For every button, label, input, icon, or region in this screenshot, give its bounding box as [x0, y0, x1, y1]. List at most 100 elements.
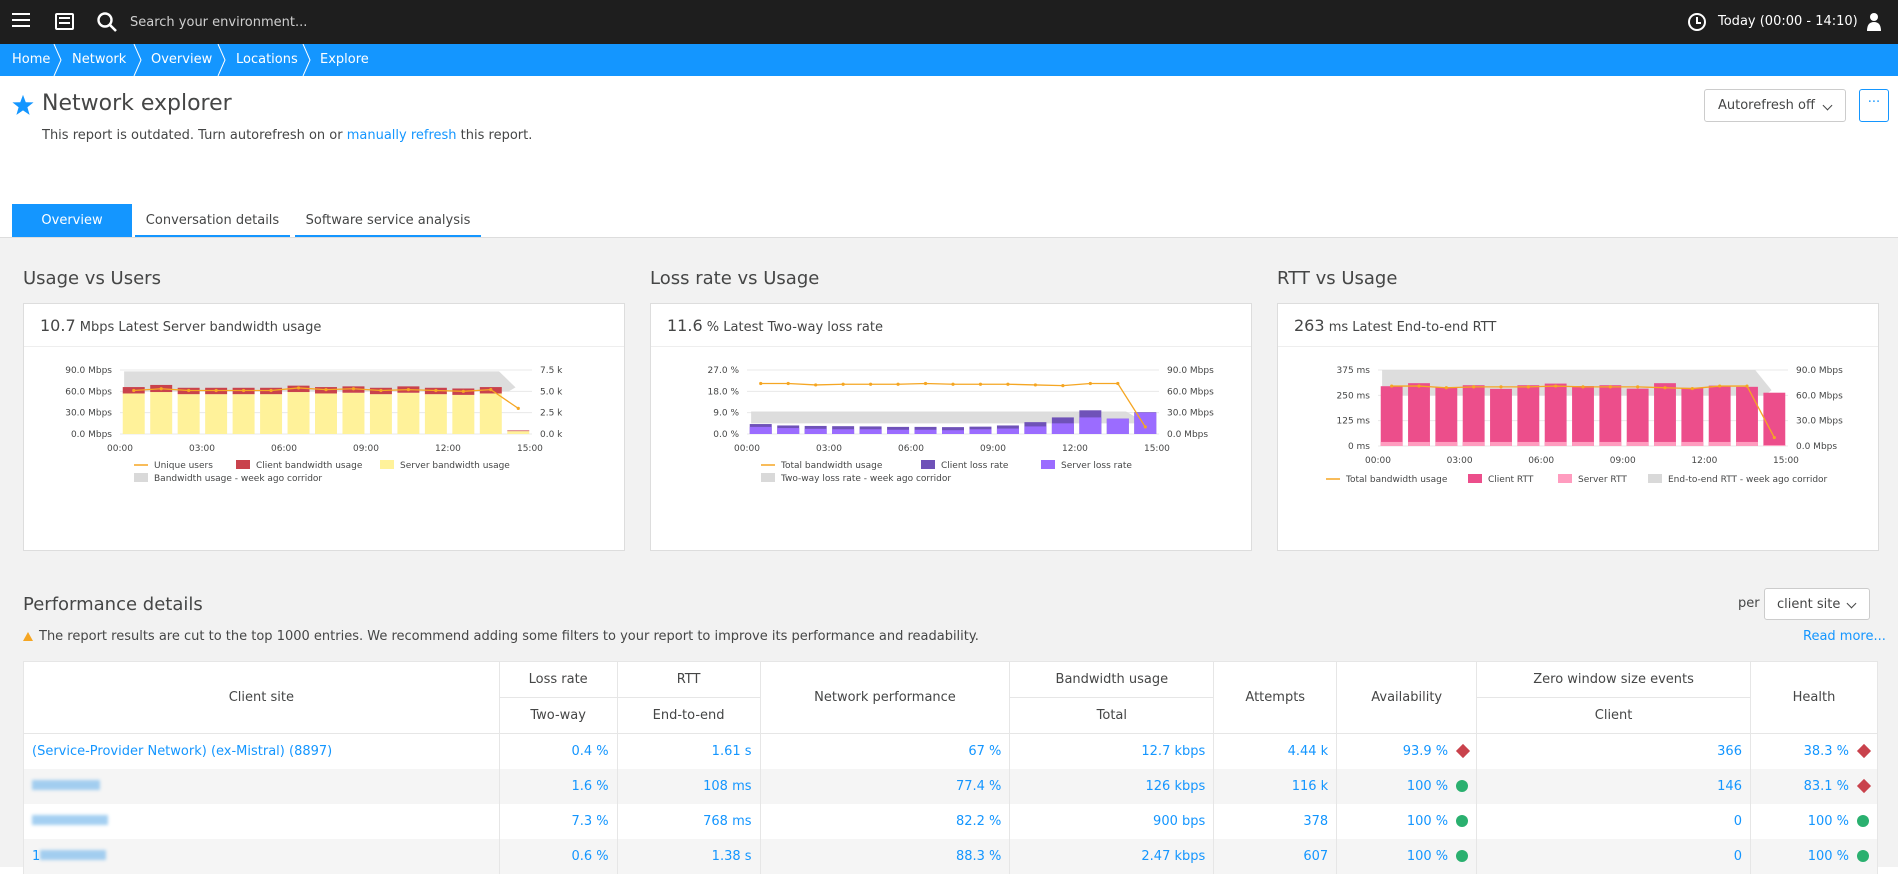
redacted-site-name — [32, 779, 100, 790]
metric-value: 263 — [1294, 316, 1325, 335]
loss-rate-cell[interactable]: 7.3 % — [498, 803, 618, 839]
column-header-attempts[interactable]: Attempts — [1213, 661, 1338, 734]
y2-tick-label: 60.0 Mbps — [1796, 391, 1843, 401]
table-row[interactable]: 1 0.6 % 1.38 s 88.3 % 2.47 kbps 607 100 … — [23, 838, 1879, 874]
attempts-cell[interactable]: 607 — [1213, 838, 1338, 874]
column-subheader-two-way[interactable]: Two-way — [498, 697, 618, 734]
column-header-rtt[interactable]: RTT — [616, 661, 761, 698]
group-by-dropdown[interactable]: client site — [1764, 588, 1870, 620]
network-performance-cell[interactable]: 77.4 % — [759, 768, 1011, 804]
bar-client-rtt — [1462, 385, 1485, 446]
health-cell[interactable]: 38.3 % — [1749, 733, 1879, 769]
column-header-availability[interactable]: Availability — [1336, 661, 1478, 734]
bandwidth-cell[interactable]: 900 bps — [1009, 803, 1215, 839]
x-tick-label: 03:00 — [1447, 456, 1473, 466]
more-options-button[interactable]: ··· — [1859, 89, 1889, 122]
rtt-vs-usage-chart[interactable]: 375 ms 250 ms 125 ms 0 ms 90.0 Mbps 60.0 Mbps… — [1278, 348, 1878, 550]
client-site-link[interactable] — [23, 768, 500, 804]
rtt-cell[interactable]: 768 ms — [616, 803, 761, 839]
loss-rate-vs-usage-card[interactable]: 11.6 % Latest Two-way loss rate 27.0 % 18… — [650, 303, 1252, 551]
y2-tick-label: 90.0 Mbps — [1167, 366, 1214, 376]
read-more-link[interactable]: Read more... — [1803, 629, 1886, 644]
network-performance-cell[interactable]: 82.2 % — [759, 803, 1011, 839]
health-cell[interactable]: 100 % — [1749, 838, 1879, 874]
rtt-cell[interactable]: 108 ms — [616, 768, 761, 804]
zero-window-cell[interactable]: 0 — [1476, 803, 1751, 839]
bar-server-bandwidth — [205, 394, 228, 434]
client-site-link[interactable] — [23, 803, 500, 839]
column-subheader-total[interactable]: Total — [1009, 697, 1215, 734]
breadcrumb-overview[interactable]: Overview — [151, 52, 213, 67]
bandwidth-cell[interactable]: 2.47 kbps — [1009, 838, 1215, 874]
search-input[interactable] — [130, 12, 530, 32]
bar-server-bandwidth — [315, 393, 337, 434]
network-performance-cell[interactable]: 67 % — [759, 733, 1011, 769]
zero-window-cell[interactable]: 366 — [1476, 733, 1751, 769]
y-tick-label: 90.0 Mbps — [65, 366, 112, 376]
bandwidth-cell[interactable]: 12.7 kbps — [1009, 733, 1215, 769]
breadcrumb-locations[interactable]: Locations — [236, 52, 298, 67]
column-header-client-site[interactable]: Client site — [23, 661, 500, 734]
attempts-cell[interactable]: 378 — [1213, 803, 1338, 839]
health-cell[interactable]: 100 % — [1749, 803, 1879, 839]
timeframe-selector[interactable]: Today (00:00 - 14:10) — [1718, 14, 1858, 29]
loss-rate-cell[interactable]: 0.6 % — [498, 838, 618, 874]
rtt-cell[interactable]: 1.61 s — [616, 733, 761, 769]
tab-software-service-analysis[interactable]: Software service analysis — [295, 204, 481, 237]
client-site-link[interactable]: (Service-Provider Network) (ex-Mistral) … — [23, 733, 500, 769]
bar-server-loss — [914, 429, 937, 434]
availability-cell[interactable]: 100 % — [1336, 838, 1478, 874]
search-icon[interactable] — [96, 11, 118, 33]
menu-icon[interactable] — [12, 13, 30, 31]
column-header-bandwidth[interactable]: Bandwidth usage — [1009, 661, 1215, 698]
clock-icon[interactable] — [1688, 13, 1706, 31]
user-icon[interactable] — [1866, 12, 1882, 32]
usage-vs-users-chart[interactable]: 90.0 Mbps 60.0 Mbps 30.0 Mbps 0.0 Mbps 7.5 k… — [24, 348, 624, 550]
bar-server-rtt — [1708, 441, 1731, 446]
manual-refresh-link[interactable]: manually refresh — [346, 128, 457, 143]
health-cell[interactable]: 83.1 % — [1749, 768, 1879, 804]
bar-server-bandwidth — [150, 392, 173, 434]
column-header-zero-window[interactable]: Zero window size events — [1476, 661, 1751, 698]
usage-vs-users-card[interactable]: 10.7 Mbps Latest Server bandwidth usage … — [23, 303, 625, 551]
tab-bar: Overview Conversation details Software s… — [0, 204, 1898, 238]
availability-cell[interactable]: 93.9 % — [1336, 733, 1478, 769]
availability-cell[interactable]: 100 % — [1336, 803, 1478, 839]
loss-rate-vs-usage-chart[interactable]: 27.0 % 18.0 % 9.0 % 0.0 % 90.0 Mbps 60.0 Mbps… — [651, 348, 1251, 550]
health-value: 83.1 % — [1803, 778, 1849, 794]
breadcrumb-network[interactable]: Network — [72, 52, 127, 67]
column-header-loss-rate[interactable]: Loss rate — [498, 661, 618, 698]
breadcrumb-explore[interactable]: Explore — [320, 52, 369, 67]
y-tick-label: 30.0 Mbps — [65, 409, 112, 419]
loss-rate-cell[interactable]: 1.6 % — [498, 768, 618, 804]
bandwidth-cell[interactable]: 126 kbps — [1009, 768, 1215, 804]
attempts-cell[interactable]: 4.44 k — [1213, 733, 1338, 769]
column-subheader-end-to-end[interactable]: End-to-end — [616, 697, 761, 734]
attempts-cell[interactable]: 116 k — [1213, 768, 1338, 804]
critical-status-icon — [1456, 743, 1471, 758]
rtt-cell[interactable]: 1.38 s — [616, 838, 761, 874]
tab-conversation-details[interactable]: Conversation details — [135, 204, 290, 237]
table-row[interactable]: (Service-Provider Network) (ex-Mistral) … — [23, 733, 1879, 769]
column-header-network-performance[interactable]: Network performance — [759, 661, 1011, 734]
network-performance-cell[interactable]: 88.3 % — [759, 838, 1011, 874]
column-header-health[interactable]: Health — [1749, 661, 1879, 734]
availability-cell[interactable]: 100 % — [1336, 768, 1478, 804]
redacted-site-name — [32, 814, 108, 825]
bar-client-rtt — [1408, 383, 1430, 446]
zero-window-cell[interactable]: 146 — [1476, 768, 1751, 804]
loss-rate-cell[interactable]: 0.4 % — [498, 733, 618, 769]
breadcrumb-home[interactable]: Home — [12, 52, 51, 67]
rtt-vs-usage-card[interactable]: 263 ms Latest End-to-end RTT 375 ms 250 m… — [1277, 303, 1879, 551]
autorefresh-dropdown[interactable]: Autorefresh off — [1704, 89, 1846, 122]
dashboard-icon[interactable] — [55, 13, 74, 30]
column-subheader-client[interactable]: Client — [1476, 697, 1751, 734]
legend-label: Client RTT — [1488, 475, 1534, 485]
zero-window-cell[interactable]: 0 — [1476, 838, 1751, 874]
table-row[interactable]: 7.3 % 768 ms 82.2 % 900 bps 378 100 % 0 … — [23, 803, 1879, 839]
favorite-star-icon[interactable] — [12, 94, 34, 116]
client-site-link[interactable]: 1 — [23, 838, 500, 874]
tab-overview[interactable]: Overview — [12, 204, 132, 237]
y-tick-label: 250 ms — [1337, 391, 1371, 401]
table-row[interactable]: 1.6 % 108 ms 77.4 % 126 kbps 116 k 100 %… — [23, 768, 1879, 804]
